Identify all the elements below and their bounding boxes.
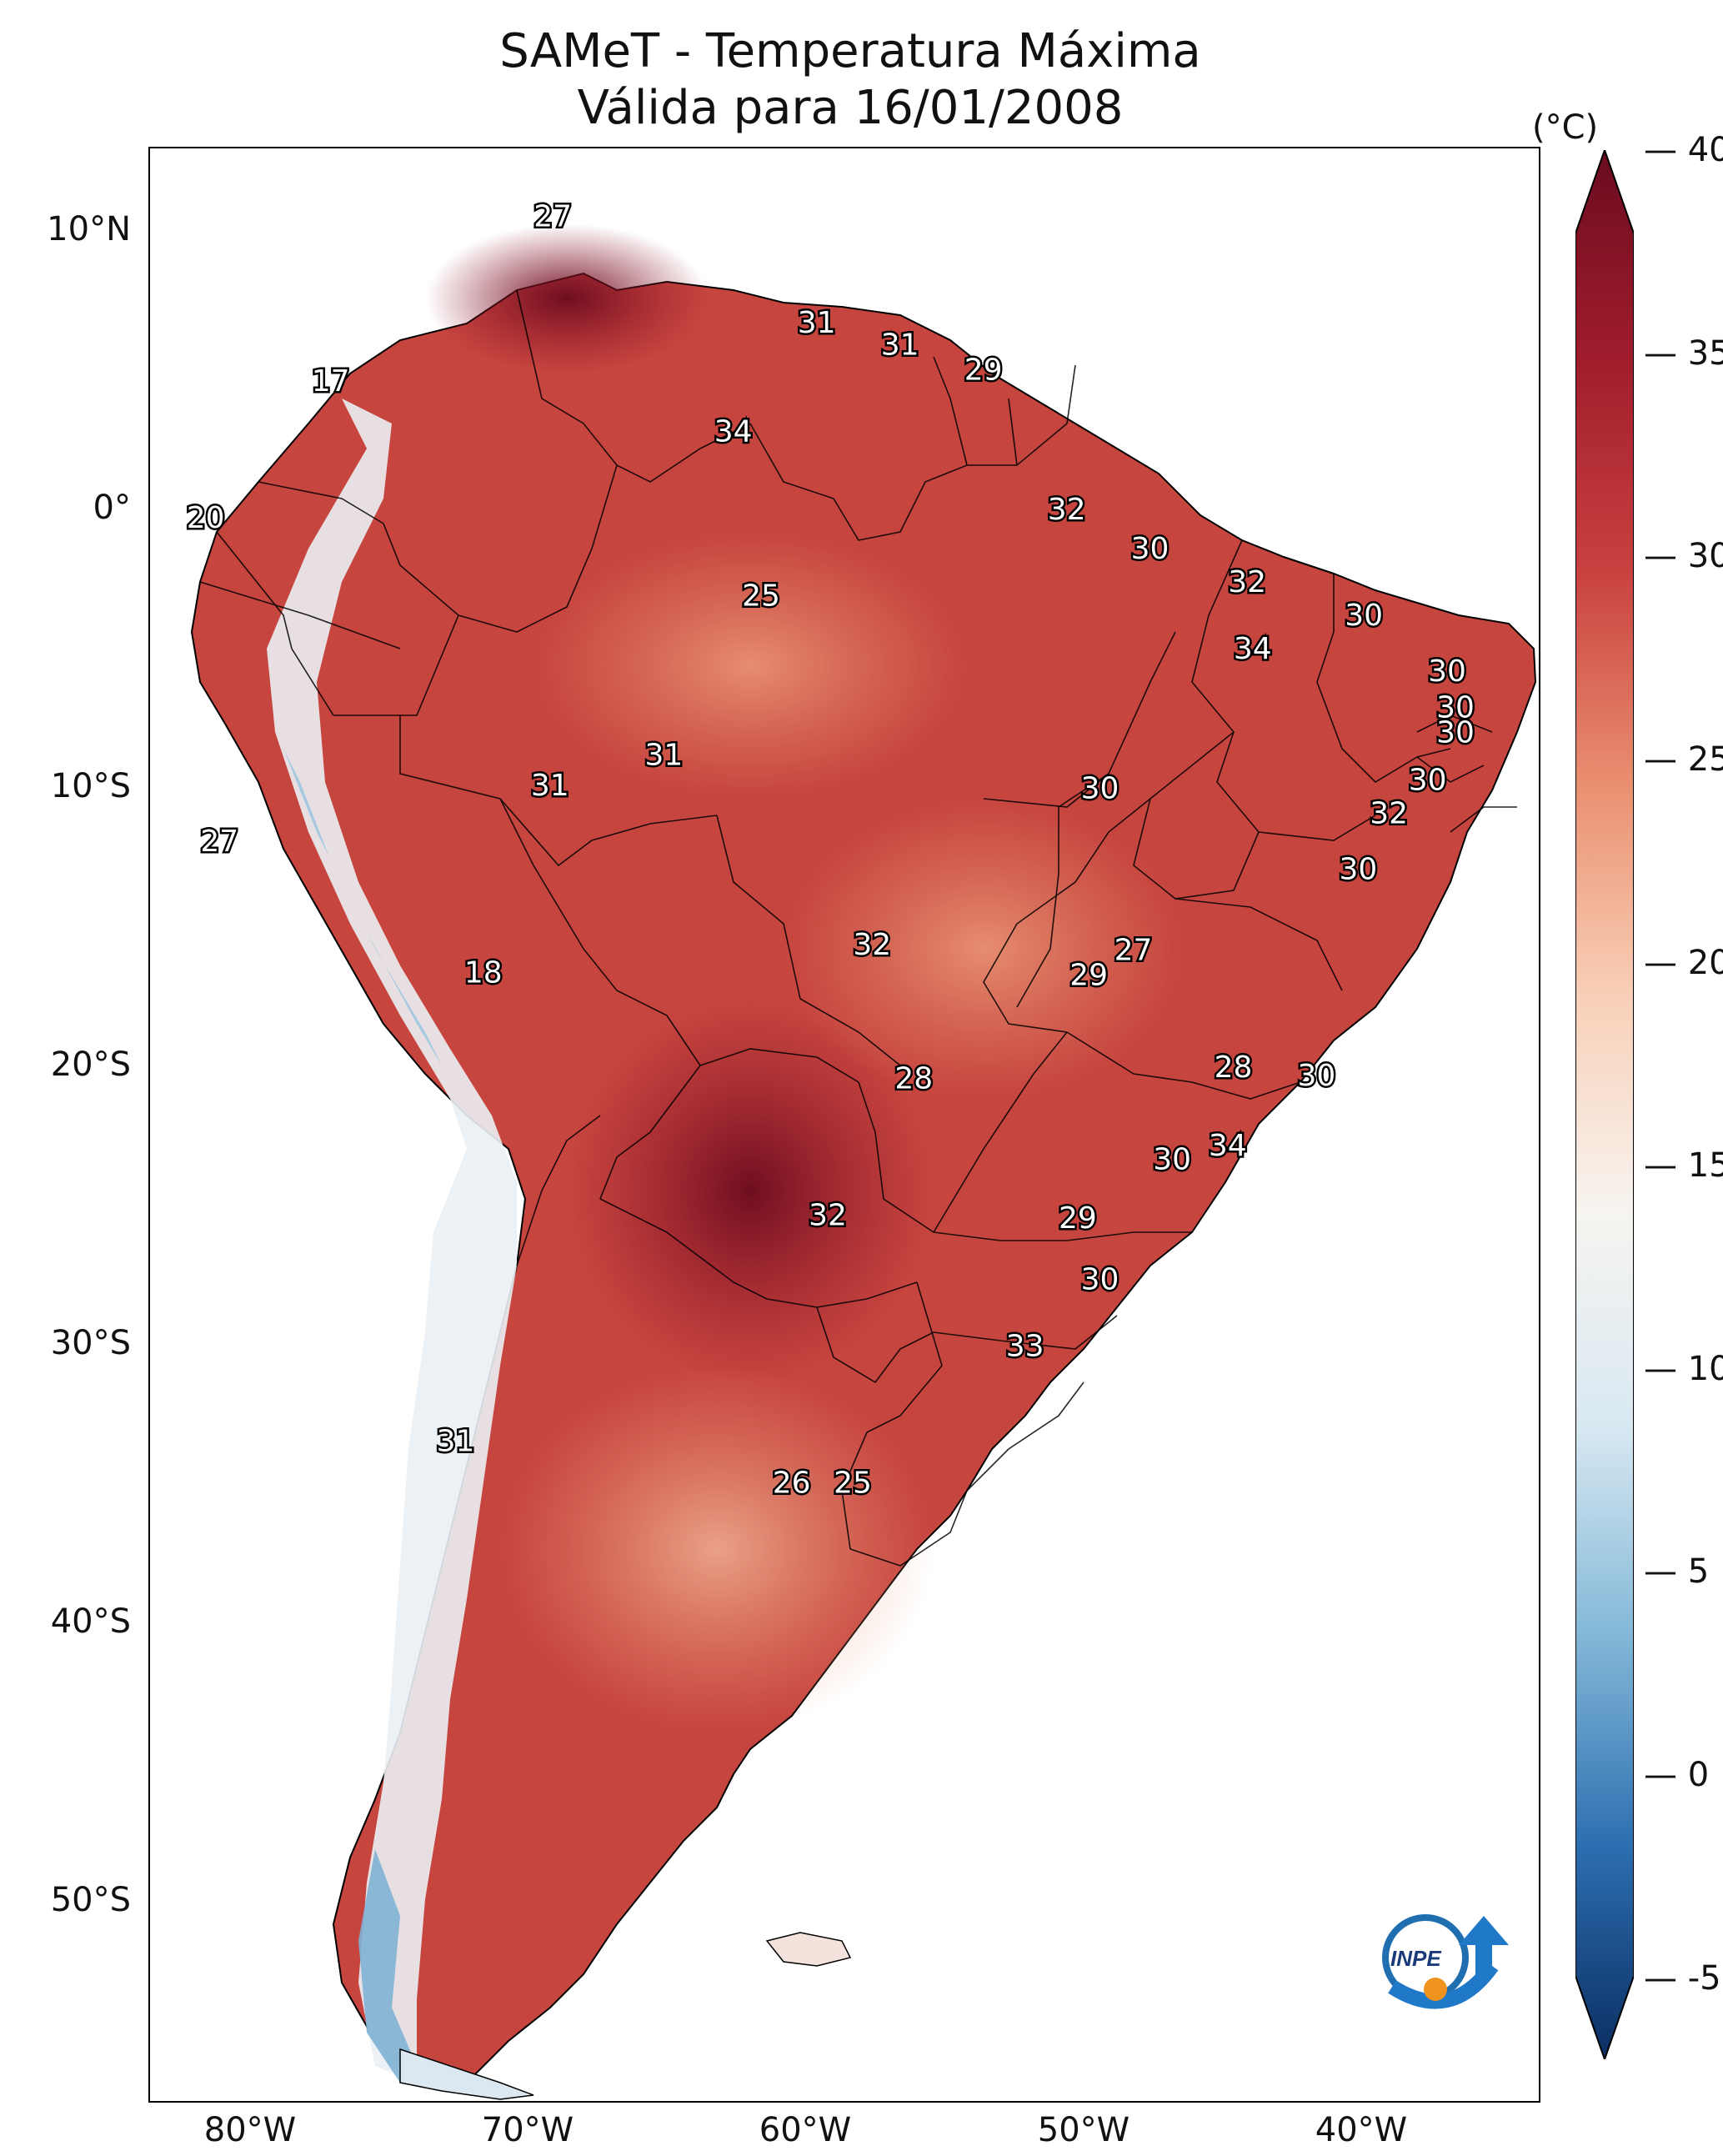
lat-label-20s: 20°S xyxy=(50,1045,131,1084)
station-value-9: 32 xyxy=(1228,565,1266,599)
station-value-30: 34 xyxy=(1209,1129,1247,1163)
station-value-25: 29 xyxy=(1069,959,1108,993)
colorbar-tick-4: — 20 xyxy=(1644,943,1723,982)
falkland-islands xyxy=(765,1932,852,1967)
station-value-1: 31 xyxy=(798,306,836,340)
station-value-21: 27 xyxy=(200,825,238,859)
tierra-del-fuego xyxy=(399,2048,534,2100)
lat-label-0: 0° xyxy=(93,489,131,527)
station-value-5: 34 xyxy=(714,414,753,449)
andes-cold-core xyxy=(283,749,442,1065)
warm-region-central xyxy=(784,799,1184,1099)
colorbar-tick-5: — 15 xyxy=(1644,1146,1723,1186)
colorbar-tick-8: — 0 xyxy=(1644,1755,1710,1794)
colorbar-tick-3: — 25 xyxy=(1644,740,1723,779)
station-value-28: 28 xyxy=(894,1062,933,1096)
station-value-11: 30 xyxy=(1345,599,1383,633)
station-value-19: 30 xyxy=(1409,764,1447,798)
warm-region-amazon xyxy=(533,532,967,799)
andes-cold-band xyxy=(267,399,517,2083)
lon-label-40w: 40°W xyxy=(1315,2111,1408,2149)
station-value-32: 32 xyxy=(809,1198,847,1232)
station-value-18: 30 xyxy=(1081,772,1119,806)
colorbar-tick-9: — -5 xyxy=(1644,1958,1721,1998)
lon-label-50w: 50°W xyxy=(1037,2111,1130,2149)
station-value-2: 31 xyxy=(881,328,919,363)
lat-label-40s: 40°S xyxy=(50,1602,131,1641)
colorbar-unit: (°C) xyxy=(1532,108,1599,147)
map-title: SAMeT - Temperatura Máxima xyxy=(499,24,1201,78)
colorbar-tick-2: — 30 xyxy=(1644,537,1723,576)
station-value-6: 20 xyxy=(187,501,225,535)
lon-label-80w: 80°W xyxy=(203,2111,297,2149)
patagonia-cold xyxy=(358,1849,417,2083)
station-value-33: 29 xyxy=(1059,1201,1097,1236)
inpe-logo-text: INPE xyxy=(1390,1946,1441,1971)
station-value-24: 32 xyxy=(853,928,891,962)
hot-region-chaco xyxy=(567,999,934,1382)
station-value-12: 34 xyxy=(1234,632,1272,666)
station-value-26: 18 xyxy=(464,955,503,990)
station-value-20: 32 xyxy=(1370,797,1408,831)
station-value-8: 30 xyxy=(1131,532,1170,566)
colorbar-tick-1: — 35 xyxy=(1644,333,1723,373)
map-panel: INPE 27 31 31 29 17 34 20 32 30 32 25 30 34 30 30 30 31 3… xyxy=(148,147,1540,2103)
station-value-4: 17 xyxy=(312,364,350,399)
station-value-7: 32 xyxy=(1048,493,1086,527)
colorbar-tick-0: — 40 xyxy=(1644,131,1723,169)
station-value-31: 30 xyxy=(1153,1143,1191,1177)
country-borders xyxy=(199,289,1517,1567)
station-value-36: 31 xyxy=(437,1424,475,1458)
station-value-38: 25 xyxy=(834,1467,872,1501)
lat-label-30s: 30°S xyxy=(50,1324,131,1362)
map-subtitle: Válida para 16/01/2008 xyxy=(577,81,1124,135)
station-value-34: 30 xyxy=(1081,1262,1119,1296)
colorbar-fill xyxy=(1575,150,1634,2059)
station-value-3: 29 xyxy=(964,353,1003,388)
station-value-10: 25 xyxy=(742,579,780,614)
station-value-22: 30 xyxy=(1339,853,1377,887)
station-value-37: 26 xyxy=(773,1467,811,1501)
station-value-14: 30 xyxy=(1436,691,1475,725)
station-value-23: 27 xyxy=(1114,934,1153,968)
lat-label-10n: 10°N xyxy=(47,210,131,248)
station-value-29: 30 xyxy=(1297,1059,1335,1093)
lat-label-50s: 50°S xyxy=(50,1881,131,1919)
colorbar-tick-6: — 10 xyxy=(1644,1349,1723,1388)
station-value-0: 27 xyxy=(533,200,572,234)
colorbar xyxy=(1575,150,1634,2059)
inpe-logo: INPE xyxy=(1382,1914,1509,2009)
hot-region-llanos xyxy=(425,223,709,374)
warm-region-pampa xyxy=(500,1366,934,1732)
lon-label-60w: 60°W xyxy=(759,2111,852,2149)
station-value-17: 31 xyxy=(531,769,569,803)
station-value-27: 28 xyxy=(1215,1050,1253,1085)
colorbar-tick-7: — 5 xyxy=(1644,1552,1710,1592)
station-value-15: 30 xyxy=(1436,716,1475,750)
station-value-16: 31 xyxy=(644,738,683,772)
station-value-35: 33 xyxy=(1006,1330,1044,1364)
lon-label-70w: 70°W xyxy=(481,2111,574,2149)
station-value-13: 30 xyxy=(1428,654,1466,689)
lat-label-10s: 10°S xyxy=(50,767,131,805)
